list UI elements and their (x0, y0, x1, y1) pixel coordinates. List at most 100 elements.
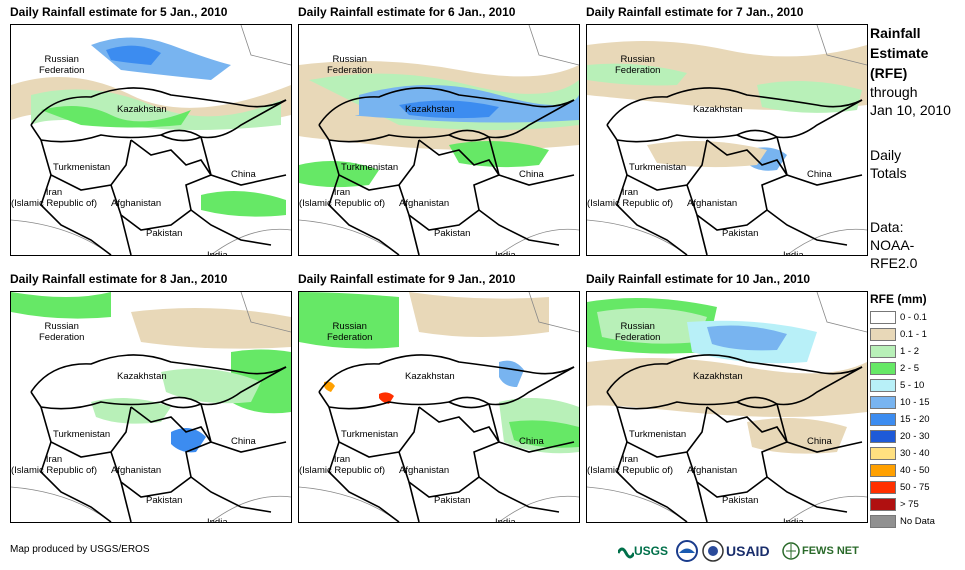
country-border (130, 139, 212, 176)
legend-item: 1 - 2 (870, 344, 919, 359)
legend-swatch (870, 463, 896, 477)
country-label-kazakhstan: Kazakhstan (693, 104, 743, 115)
noaa-seal-icon (676, 540, 698, 562)
country-label-turkmenistan: Turkmenistan (53, 429, 111, 440)
usgs-wave-icon (618, 547, 634, 559)
legend-swatch (870, 344, 896, 358)
rainfall-area (379, 392, 394, 404)
country-label-iran: Iran (Islamic Republic of) (11, 187, 98, 209)
fews-logo: FEWS NET (782, 538, 859, 564)
country-label-india: India (207, 250, 228, 256)
country-border (318, 354, 575, 393)
country-label-pakistan: Pakistan (722, 495, 759, 506)
through-label: through (870, 84, 918, 100)
panel-title: Daily Rainfall estimate for 9 Jan., 2010 (298, 272, 516, 286)
country-label-turkmenistan: Turkmenistan (53, 162, 111, 173)
logo-strip: USGS USAID FEWS NET (618, 538, 863, 564)
map-credit: Map produced by USGS/EROS (10, 544, 150, 555)
rfe-title: Rainfall Estimate (RFE) (870, 23, 928, 83)
country-label-china: China (519, 436, 544, 447)
country-border (408, 214, 420, 255)
rainfall-map: Russian Federation Kazakhstan Turkmenistan… (298, 291, 580, 523)
panel-title: Daily Rainfall estimate for 5 Jan., 2010 (10, 5, 228, 19)
country-border (448, 129, 490, 138)
country-border (736, 129, 778, 138)
legend-label: 30 - 40 (900, 448, 930, 459)
country-border (616, 174, 688, 255)
country-border (706, 406, 788, 443)
title-line-2: Estimate (870, 45, 929, 61)
rainfall-area (106, 45, 161, 65)
legend-label: > 75 (900, 499, 919, 510)
panel-title: Daily Rainfall estimate for 10 Jan., 201… (586, 272, 811, 286)
country-label-russia: Russian Federation (327, 321, 373, 343)
seal-icon (702, 540, 724, 562)
map-canvas (11, 25, 291, 255)
country-label-afghanistan: Afghanistan (687, 465, 738, 476)
rainfall-map: Russian Federation Kazakhstan Turkmenistan… (586, 24, 868, 256)
country-border (200, 403, 287, 453)
legend-item: No Data (870, 514, 935, 529)
country-border (766, 476, 848, 513)
panel-title: Daily Rainfall estimate for 8 Jan., 2010 (10, 272, 228, 286)
totals-label: Totals (870, 165, 907, 181)
country-label-china: China (807, 436, 832, 447)
country-border (776, 403, 863, 453)
country-border (40, 406, 132, 458)
country-label-russia: Russian Federation (615, 54, 661, 76)
map-canvas (587, 25, 867, 255)
legend-label: 0.1 - 1 (900, 329, 927, 340)
daily-label: Daily (870, 147, 902, 163)
rainfall-area (747, 418, 847, 454)
rainfall-map: Russian Federation Kazakhstan Turkmenistan… (10, 24, 292, 256)
legend-label: 0 - 0.1 (900, 312, 927, 323)
rainfall-area (647, 141, 767, 168)
country-border (766, 209, 848, 246)
legend-swatch (870, 497, 896, 511)
legend-swatch (870, 514, 896, 528)
country-label-russia: Russian Federation (39, 54, 85, 76)
country-label-afghanistan: Afghanistan (111, 198, 162, 209)
country-label-pakistan: Pakistan (722, 228, 759, 239)
usaid-logo: USAID (726, 543, 770, 559)
country-border (706, 139, 788, 176)
country-label-russia: Russian Federation (615, 321, 661, 343)
country-label-kazakhstan: Kazakhstan (117, 371, 167, 382)
legend-title: RFE (mm) (870, 292, 927, 306)
legend-swatch (870, 412, 896, 426)
country-border (696, 214, 708, 255)
usaid-seal (702, 538, 724, 564)
country-border (696, 481, 708, 522)
country-border (120, 481, 132, 522)
country-label-iran: Iran (Islamic Republic of) (11, 454, 98, 476)
legend-label: 40 - 50 (900, 465, 930, 476)
legend-swatch (870, 327, 896, 341)
country-label-afghanistan: Afghanistan (111, 465, 162, 476)
country-border (30, 87, 287, 126)
legend-item: 5 - 10 (870, 378, 924, 393)
map-canvas (299, 25, 579, 255)
legend-label: 1 - 2 (900, 346, 920, 357)
country-border (328, 406, 420, 458)
country-border (40, 174, 112, 255)
country-border (448, 396, 490, 405)
country-border (190, 476, 272, 513)
rainfall-area (399, 100, 499, 119)
country-border (40, 441, 112, 522)
country-border (478, 209, 560, 246)
country-label-pakistan: Pakistan (434, 228, 471, 239)
rainfall-area (757, 81, 862, 113)
legend-swatch (870, 446, 896, 460)
country-label-iran: Iran (Islamic Republic of) (299, 187, 386, 209)
rainfall-map: Russian Federation Kazakhstan Turkmenistan… (586, 291, 868, 523)
country-label-india: India (783, 250, 804, 256)
legend-swatch (870, 310, 896, 324)
country-border (200, 136, 287, 186)
country-border (328, 139, 420, 191)
country-label-turkmenistan: Turkmenistan (341, 429, 399, 440)
country-border (408, 481, 420, 522)
legend-item: 20 - 30 (870, 429, 930, 444)
title-line-3: (RFE) (870, 65, 908, 81)
country-label-kazakhstan: Kazakhstan (405, 104, 455, 115)
legend-swatch (870, 378, 896, 392)
